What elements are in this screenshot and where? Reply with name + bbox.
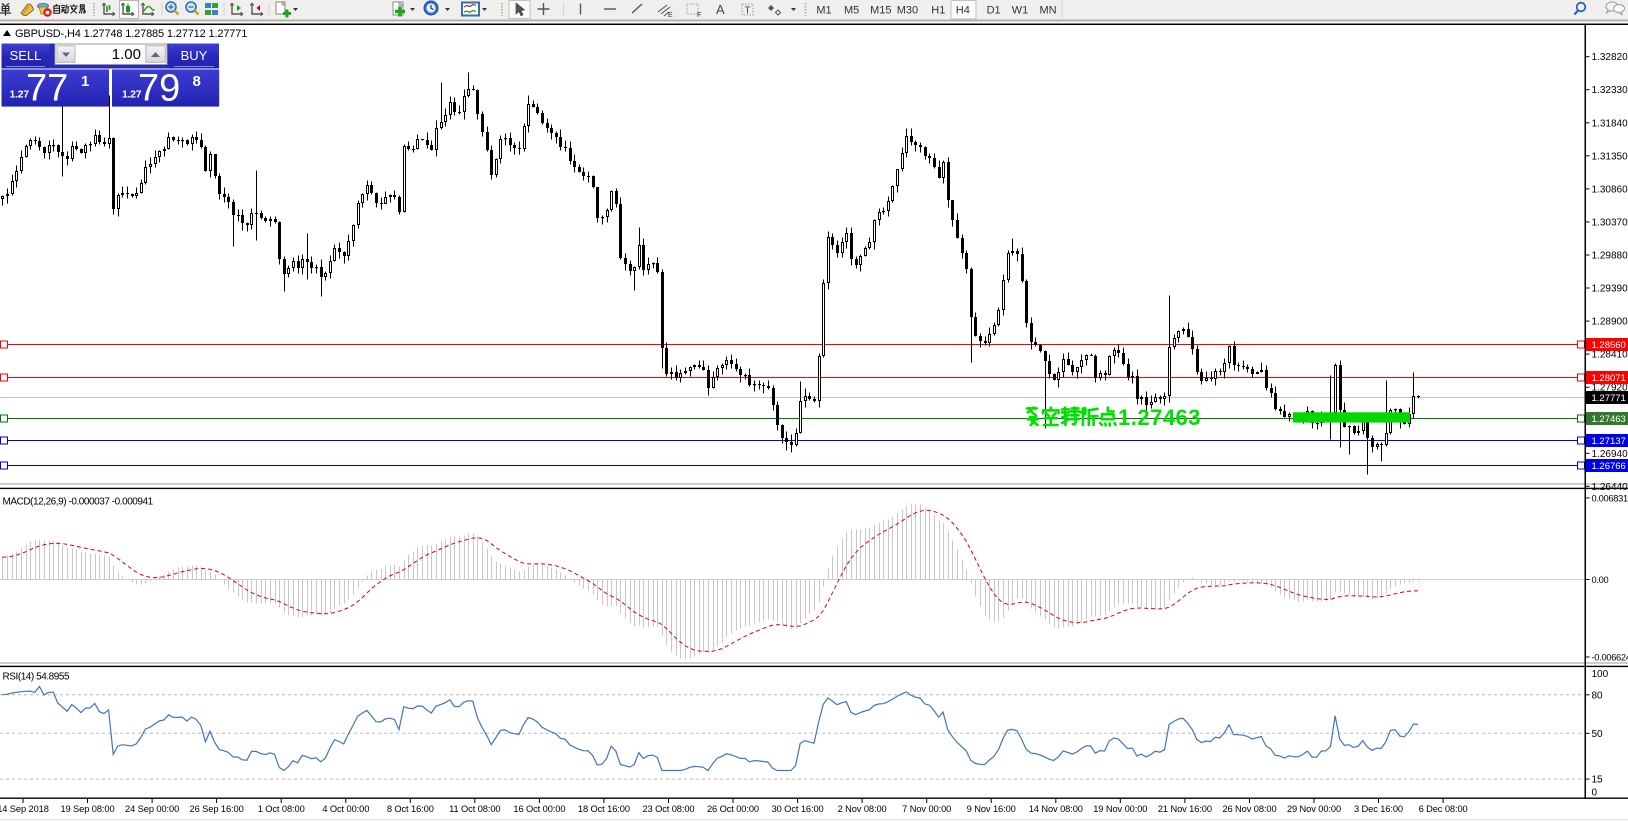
svg-text:4 Oct 00:00: 4 Oct 00:00	[322, 804, 369, 814]
svg-text:19 Nov 00:00: 19 Nov 00:00	[1093, 804, 1147, 814]
svg-text:29 Nov 00:00: 29 Nov 00:00	[1287, 804, 1341, 814]
svg-text:26 Oct 00:00: 26 Oct 00:00	[707, 804, 759, 814]
svg-text:M5: M5	[844, 5, 859, 17]
svg-text:79: 79	[138, 68, 180, 110]
svg-text:E: E	[668, 12, 673, 19]
svg-text:30 Oct 16:00: 30 Oct 16:00	[772, 804, 824, 814]
svg-text:8: 8	[193, 73, 201, 90]
svg-text:1.27463: 1.27463	[1118, 405, 1201, 430]
svg-text:1.29390: 1.29390	[1592, 284, 1628, 295]
svg-text:1.26440: 1.26440	[1592, 482, 1628, 493]
svg-text:1.28071: 1.28071	[1592, 373, 1626, 384]
svg-text:W1: W1	[1012, 5, 1029, 17]
svg-text:14 Sep 2018: 14 Sep 2018	[0, 804, 49, 814]
svg-text:1.32330: 1.32330	[1592, 85, 1628, 96]
svg-text:21 Nov 16:00: 21 Nov 16:00	[1158, 804, 1212, 814]
svg-text:8 Oct 16:00: 8 Oct 16:00	[387, 804, 434, 814]
svg-text:100: 100	[1592, 669, 1609, 680]
svg-text:14 Nov 08:00: 14 Nov 08:00	[1029, 804, 1083, 814]
svg-text:1.27463: 1.27463	[1592, 414, 1626, 425]
svg-text:1.27: 1.27	[122, 89, 142, 101]
svg-text:MACD(12,26,9) -0.000037 -0.000: MACD(12,26,9) -0.000037 -0.000941	[3, 497, 154, 508]
svg-text:A: A	[716, 2, 725, 17]
svg-text:23 Oct 08:00: 23 Oct 08:00	[642, 804, 694, 814]
svg-text:M30: M30	[897, 5, 918, 17]
svg-text:0.00: 0.00	[1592, 575, 1609, 585]
svg-text:1.27: 1.27	[10, 89, 30, 101]
svg-text:15: 15	[1592, 775, 1604, 786]
svg-text:1.32820: 1.32820	[1592, 52, 1628, 63]
svg-text:2 Nov 08:00: 2 Nov 08:00	[838, 804, 887, 814]
svg-text:6 Dec 08:00: 6 Dec 08:00	[1419, 804, 1468, 814]
svg-text:1.31350: 1.31350	[1592, 151, 1628, 162]
svg-text:3 Dec 16:00: 3 Dec 16:00	[1354, 804, 1403, 814]
svg-text:77: 77	[26, 68, 68, 110]
svg-text:1.30370: 1.30370	[1592, 217, 1628, 228]
svg-text:7 Nov 00:00: 7 Nov 00:00	[902, 804, 951, 814]
svg-text:26 Nov 08:00: 26 Nov 08:00	[1222, 804, 1276, 814]
svg-text:F: F	[697, 12, 701, 19]
svg-text:1.28560: 1.28560	[1592, 340, 1626, 351]
svg-text:9 Nov 16:00: 9 Nov 16:00	[967, 804, 1016, 814]
svg-text:1 Oct 08:00: 1 Oct 08:00	[258, 804, 305, 814]
svg-text:SELL: SELL	[10, 48, 42, 63]
svg-text:D1: D1	[987, 5, 1001, 17]
svg-text:1.29880: 1.29880	[1592, 251, 1628, 262]
svg-text:1.30860: 1.30860	[1592, 184, 1628, 195]
svg-text:1: 1	[81, 73, 89, 90]
svg-text:T: T	[745, 6, 751, 17]
svg-text:1.27920: 1.27920	[1592, 383, 1628, 394]
svg-text:1.26766: 1.26766	[1592, 461, 1626, 472]
svg-text:-0.006624: -0.006624	[1592, 653, 1628, 663]
svg-text:H1: H1	[931, 5, 945, 17]
svg-text:1.31840: 1.31840	[1592, 118, 1628, 129]
svg-text:0.006831: 0.006831	[1592, 493, 1628, 503]
svg-text:1.00: 1.00	[112, 46, 141, 63]
svg-text:26 Sep 16:00: 26 Sep 16:00	[190, 804, 244, 814]
svg-text:GBPUSD-,H4 1.27748 1.27885 1.: GBPUSD-,H4 1.27748 1.27885 1.27712 1.277…	[15, 28, 247, 40]
svg-text:1.28900: 1.28900	[1592, 317, 1628, 328]
svg-text:H4: H4	[956, 5, 970, 17]
svg-text:RSI(14) 54.8955: RSI(14) 54.8955	[3, 672, 71, 683]
svg-text:M15: M15	[870, 5, 891, 17]
svg-text:1.26940: 1.26940	[1592, 449, 1628, 460]
svg-text:M1: M1	[816, 5, 831, 17]
svg-text:24 Sep 00:00: 24 Sep 00:00	[125, 804, 179, 814]
svg-text:11 Oct 08:00: 11 Oct 08:00	[449, 804, 500, 814]
svg-text:80: 80	[1592, 690, 1604, 701]
svg-text:1.28410: 1.28410	[1592, 350, 1628, 361]
svg-text:BUY: BUY	[181, 48, 208, 63]
svg-text:1.27137: 1.27137	[1592, 436, 1626, 447]
svg-text:16 Oct 00:00: 16 Oct 00:00	[513, 804, 565, 814]
svg-text:18 Oct 16:00: 18 Oct 16:00	[578, 804, 630, 814]
svg-text:0: 0	[1592, 788, 1598, 799]
svg-text:19 Sep 08:00: 19 Sep 08:00	[60, 804, 114, 814]
svg-text:50: 50	[1592, 729, 1604, 740]
svg-text:1.27771: 1.27771	[1592, 393, 1626, 404]
svg-text:MN: MN	[1039, 5, 1056, 17]
